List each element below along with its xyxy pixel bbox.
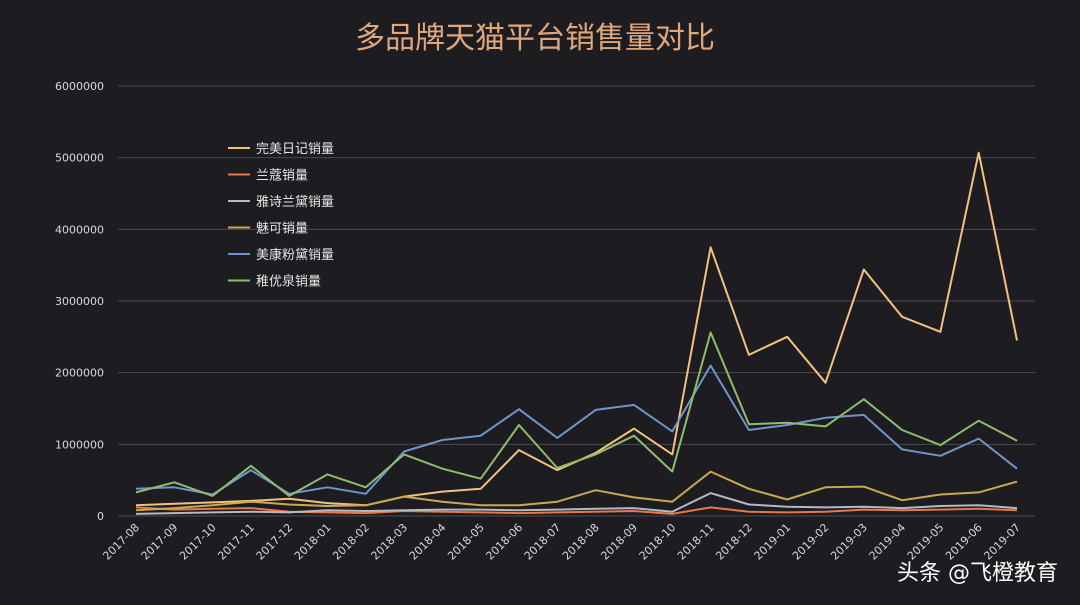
watermark-text: 头条 @飞橙教育 [897, 561, 1058, 586]
x-tick-label: 2018-11 [675, 521, 717, 563]
series-line-5 [135, 364, 1018, 496]
x-tick-label: 2018-06 [483, 521, 525, 563]
x-tick-label: 2018-01 [292, 521, 334, 563]
y-tick-label: 3000000 [55, 295, 104, 308]
legend-label: 雅诗兰黛销量 [256, 195, 334, 210]
x-tick-label: 2017-10 [177, 521, 219, 563]
x-tick-label: 2019-06 [943, 521, 985, 563]
legend-label: 魅可销量 [256, 222, 308, 237]
series-lines [135, 151, 1018, 515]
x-tick-label: 2018-05 [445, 521, 487, 563]
chart-title: 多品牌天猫平台销售量对比 [355, 21, 715, 56]
grid-lines [118, 85, 1035, 517]
y-tick-label: 2000000 [55, 367, 104, 380]
x-tick-label: 2018-12 [713, 521, 755, 563]
x-tick-label: 2019-03 [828, 521, 870, 563]
series-line-4 [135, 470, 1018, 512]
legend-label: 稚优泉销量 [256, 274, 321, 290]
x-axis-ticks: 2017-082017-092017-102017-112017-122018-… [100, 521, 1023, 563]
x-tick-label: 2017-09 [139, 521, 181, 563]
x-tick-label: 2018-03 [369, 521, 411, 563]
x-tick-label: 2018-04 [407, 521, 449, 563]
x-tick-label: 2019-07 [981, 521, 1023, 563]
y-tick-label: 1000000 [55, 438, 104, 451]
x-tick-label: 2018-10 [637, 521, 679, 563]
series-line-2 [135, 506, 1018, 515]
legend-label: 完美日记销量 [256, 142, 334, 157]
x-tick-label: 2017-11 [215, 521, 257, 563]
y-axis-ticks: 0 1000000 2000000 3000000 4000000 5000000 6000… [55, 80, 104, 523]
legend-label: 美康粉黛销量 [256, 247, 334, 263]
series-line-6 [135, 331, 1018, 497]
x-tick-label: 2018-02 [330, 521, 372, 563]
y-tick-label: 0 [97, 510, 104, 523]
x-tick-label: 2019-04 [867, 521, 909, 563]
y-tick-label: 6000000 [55, 80, 104, 93]
x-tick-label: 2017-12 [254, 521, 296, 563]
legend-label: 兰蔻销量 [256, 169, 308, 184]
y-tick-label: 5000000 [55, 152, 104, 165]
x-tick-label: 2018-07 [522, 521, 564, 563]
x-tick-label: 2019-02 [790, 521, 832, 563]
x-tick-label: 2019-01 [752, 521, 794, 563]
x-tick-label: 2019-05 [905, 521, 947, 563]
x-tick-label: 2017-08 [100, 521, 142, 563]
x-tick-label: 2018-09 [598, 521, 640, 563]
series-line-3 [135, 492, 1018, 515]
y-tick-label: 4000000 [55, 223, 104, 236]
x-tick-label: 2018-08 [560, 521, 602, 563]
